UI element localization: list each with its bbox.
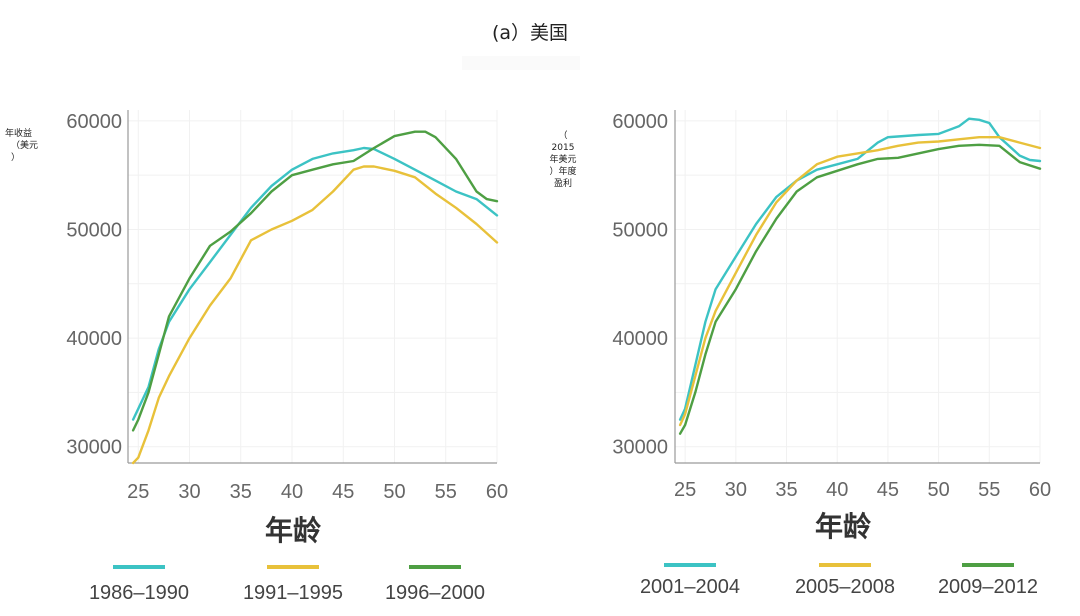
legend-label: 2009–2012 (938, 576, 1038, 598)
x-tick-label: 40 (281, 481, 303, 503)
y-axis-label-line: ）年度 (549, 165, 576, 177)
series-line-3 (131, 130, 499, 432)
x-tick-label: 45 (877, 479, 899, 501)
y-tick-label: 30000 (66, 437, 122, 459)
y-axis-label-line: （ (558, 130, 567, 141)
y-axis-label-line: 年收益 (5, 127, 32, 139)
x-axis-label: 年龄 (265, 514, 322, 547)
x-tick-label: 25 (674, 479, 696, 501)
y-tick-label: 40000 (66, 328, 122, 350)
x-axis-label: 年龄 (815, 510, 872, 543)
x-tick-label: 50 (383, 481, 405, 503)
x-tick-label: 40 (826, 479, 848, 501)
x-tick-label: 35 (230, 481, 252, 503)
x-tick-label: 55 (435, 481, 457, 503)
y-axis-label-line: 盈利 (554, 177, 572, 189)
series-line-2 (131, 165, 499, 465)
series-line-3 (678, 143, 1042, 435)
y-tick-label: 50000 (66, 219, 122, 241)
y-axis-label-line: 年美元 (549, 153, 576, 165)
title-divider (462, 56, 580, 70)
legend-label: 1996–2000 (385, 582, 485, 604)
y-tick-label: 40000 (612, 328, 668, 350)
x-tick-label: 45 (332, 481, 354, 503)
x-tick-label: 60 (1029, 479, 1051, 501)
legend-label: 1986–1990 (89, 582, 189, 604)
x-tick-label: 30 (178, 481, 200, 503)
y-tick-label: 60000 (612, 111, 668, 133)
legend-label: 1991–1995 (243, 582, 343, 604)
x-tick-label: 60 (486, 481, 508, 503)
x-tick-label: 55 (978, 479, 1000, 501)
x-tick-label: 30 (725, 479, 747, 501)
y-axis-label-line: 2015 (552, 143, 575, 153)
y-axis-label-line: ） (11, 152, 20, 163)
figure-title: (a）美国 (492, 22, 568, 44)
chart-panel-left: 30000 40000 50000 60000 25 30 35 40 45 50 55 60 年龄 年收… (5, 110, 508, 604)
x-tick-label: 25 (127, 481, 149, 503)
y-axis-label-line: （美元 (11, 139, 38, 151)
chart-panel-right: 30000 40000 50000 60000 25 30 35 40 45 50 55 60 年龄 （ 2… (549, 110, 1051, 598)
series-line-2 (678, 136, 1042, 427)
x-tick-label: 50 (927, 479, 949, 501)
legend-label: 2001–2004 (640, 576, 740, 598)
y-tick-label: 60000 (66, 111, 122, 133)
x-tick-label: 35 (775, 479, 797, 501)
y-tick-label: 50000 (612, 219, 668, 241)
legend-label: 2005–2008 (795, 576, 895, 598)
y-tick-label: 30000 (612, 437, 668, 459)
